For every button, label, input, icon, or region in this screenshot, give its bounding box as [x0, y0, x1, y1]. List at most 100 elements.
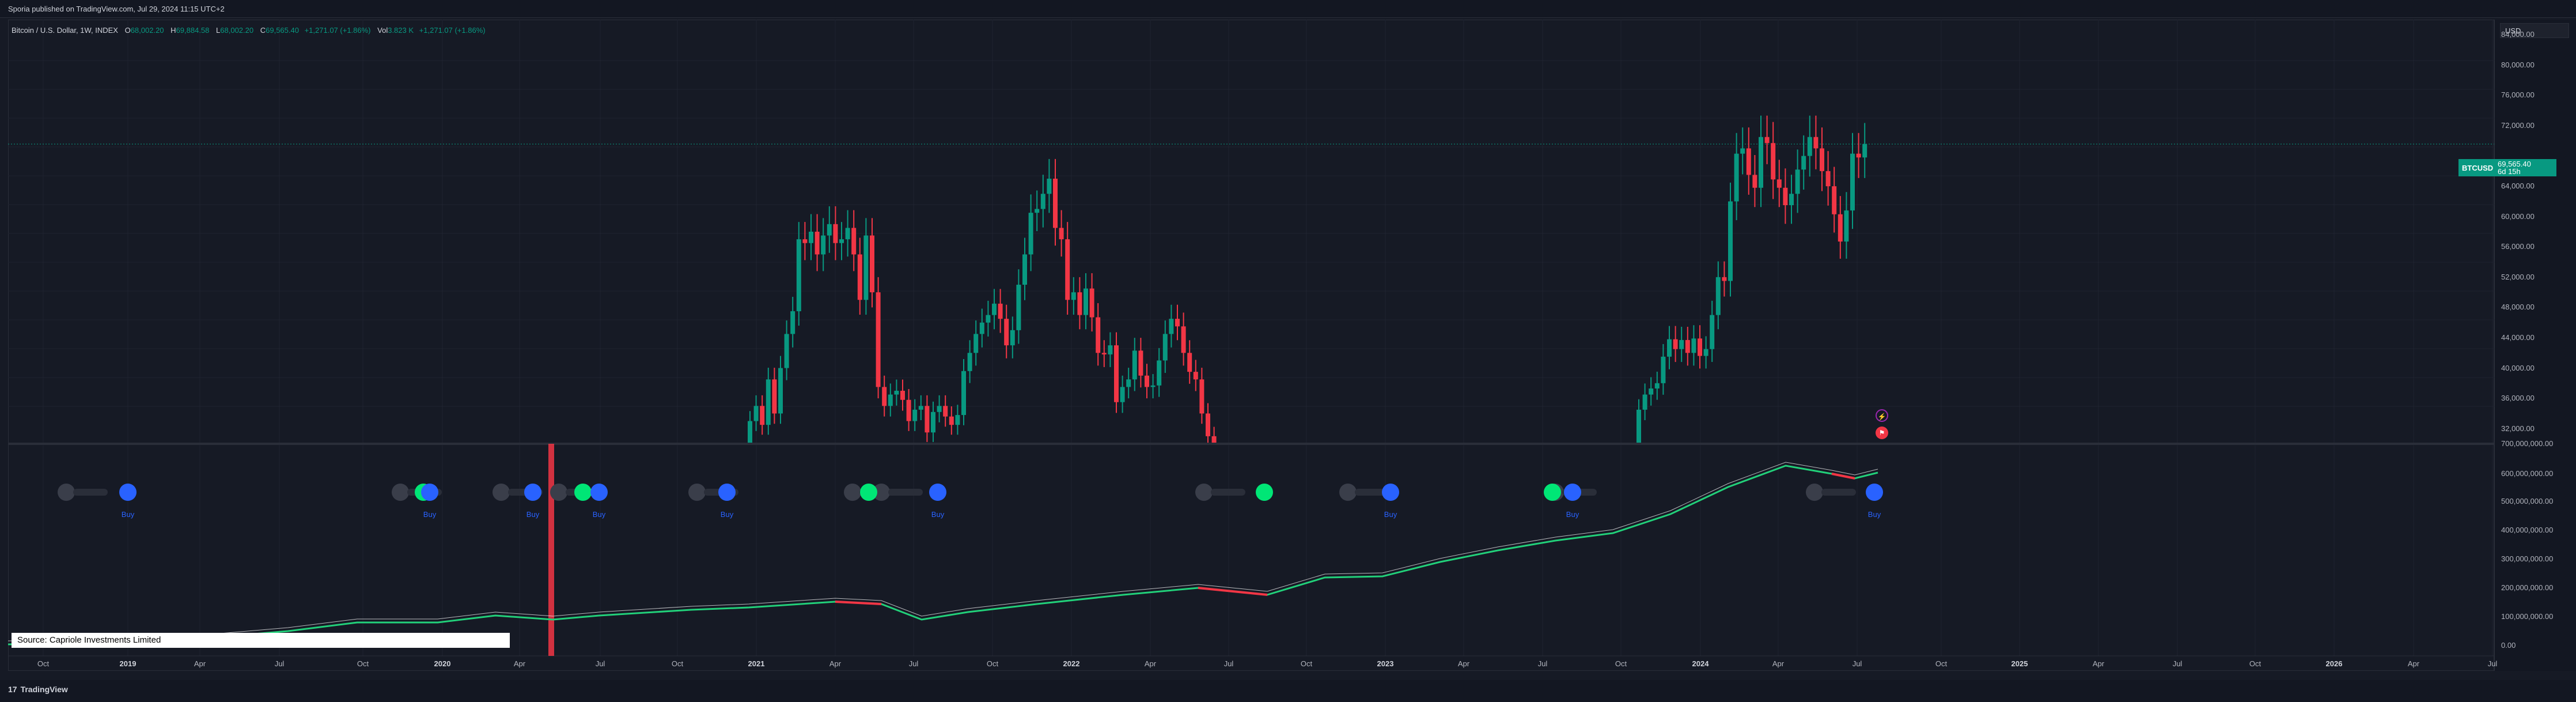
candle-body: [1759, 137, 1763, 188]
buy-label: Buy: [931, 510, 945, 519]
candle-body: [1746, 148, 1751, 175]
price-axis-label: 40,000.00: [2501, 363, 2535, 372]
tradingview-logo[interactable]: 17 TradingView: [8, 685, 68, 694]
high-label: H: [171, 26, 176, 35]
candle-body: [1053, 179, 1058, 228]
vol-change-value: +1,271.07 (+1.86%): [419, 26, 486, 35]
indicator-axis-label: 600,000,000.00: [2501, 469, 2554, 478]
candle-body: [1856, 153, 1861, 158]
signal-grey-dot: [550, 484, 567, 501]
candle-body: [851, 228, 857, 255]
candle-body: [1132, 350, 1137, 380]
signal-grey-dot: [873, 484, 890, 501]
buy-signal-dot: [1564, 484, 1581, 501]
signal-grey-dot: [58, 484, 75, 501]
signal-green-dot: [860, 484, 877, 501]
time-axis-label: Jul: [2487, 659, 2498, 668]
candle-body: [1740, 148, 1745, 154]
source-note: Source: Capriole Investments Limited: [12, 633, 510, 648]
candle-body: [1138, 350, 1143, 376]
candle-body: [882, 387, 887, 406]
candle-body: [900, 391, 905, 400]
candle-body: [1162, 334, 1168, 361]
time-axis-label: Apr: [829, 659, 842, 668]
change-value: +1,271.07 (+1.86%): [304, 26, 371, 35]
candle-body: [815, 232, 820, 255]
candle-body: [1114, 345, 1119, 402]
candle-body: [802, 239, 808, 243]
candle-body: [1199, 379, 1204, 414]
candle-body: [1157, 360, 1162, 386]
candle-body: [1040, 194, 1045, 209]
candle-body: [1636, 409, 1641, 443]
indicator-line-red: [1831, 473, 1855, 480]
candle-body: [1642, 394, 1647, 410]
candle-body: [1004, 319, 1009, 346]
time-axis-label: Apr: [1772, 659, 1785, 668]
buy-signal-dot: [929, 484, 946, 501]
buy-signal-dot: [718, 484, 736, 501]
time-axis-label: Jul: [1852, 659, 1862, 668]
time-axis-label: 2020: [434, 659, 451, 668]
currency-button[interactable]: USD: [2500, 23, 2569, 38]
candle-body: [1752, 175, 1757, 188]
buy-signal-dot: [119, 484, 137, 501]
signal-grey-dot: [493, 484, 510, 501]
candle-body: [1035, 209, 1040, 213]
price-axis[interactable]: [2494, 20, 2576, 671]
candle-body: [1728, 201, 1733, 281]
candle-body: [967, 353, 972, 371]
signal-track: [1821, 489, 1856, 496]
time-axis-label: Oct: [1615, 659, 1627, 668]
candle-body: [1661, 356, 1666, 383]
time-axis-label: 2023: [1377, 659, 1394, 668]
candle-body: [876, 292, 881, 387]
indicator-line-red: [1198, 587, 1268, 596]
time-axis-label: Apr: [2092, 659, 2105, 668]
time-axis-label: 2019: [119, 659, 137, 668]
candle-body: [753, 406, 759, 421]
candle-body: [1654, 383, 1660, 389]
candle-body: [1022, 254, 1027, 285]
candle-body: [1691, 338, 1696, 353]
vol-label: Vol: [377, 26, 388, 35]
signal-track: [73, 489, 108, 496]
price-axis-label: 84,000.00: [2501, 30, 2535, 39]
candle-body: [1211, 436, 1217, 443]
close-value: 69,565.40: [266, 26, 299, 35]
time-axis-label: Apr: [513, 659, 526, 668]
time-axis-label: 2025: [2011, 659, 2028, 668]
candle-body: [918, 406, 923, 410]
signal-track: [1211, 489, 1245, 496]
candle-body: [1838, 214, 1843, 242]
lightning-icon[interactable]: ⚡: [1876, 409, 1888, 422]
candle-body: [1181, 326, 1186, 353]
symbol-name[interactable]: Bitcoin / U.S. Dollar, 1W, INDEX: [12, 26, 118, 35]
low-value: 68,002.20: [220, 26, 254, 35]
candle-body: [839, 239, 844, 243]
candle-body: [894, 391, 899, 395]
tradingview-logo-text: TradingView: [20, 685, 68, 694]
candle-body: [1071, 292, 1076, 300]
candle-body: [1187, 353, 1192, 372]
candle-body: [1010, 330, 1015, 346]
candle-body: [1673, 339, 1678, 349]
indicator-axis-label: 700,000,000.00: [2501, 439, 2554, 448]
price-axis-label: 56,000.00: [2501, 242, 2535, 251]
signal-grey-dot: [1195, 484, 1213, 501]
chart-pane[interactable]: [8, 20, 2494, 671]
buy-label: Buy: [593, 510, 606, 519]
candle-body: [1813, 137, 1819, 149]
candle-body: [888, 394, 893, 406]
flag-icon[interactable]: ⚑: [1876, 427, 1888, 439]
buy-label: Buy: [1384, 510, 1397, 519]
time-axis-label: 2026: [2325, 659, 2343, 668]
buy-label: Buy: [721, 510, 734, 519]
candle-body: [863, 235, 869, 300]
buy-label: Buy: [1566, 510, 1579, 519]
price-axis-label: 60,000.00: [2501, 212, 2535, 221]
candle-body: [1059, 228, 1064, 240]
time-axis-label: Oct: [986, 659, 999, 668]
buy-signal-dot: [421, 484, 438, 501]
